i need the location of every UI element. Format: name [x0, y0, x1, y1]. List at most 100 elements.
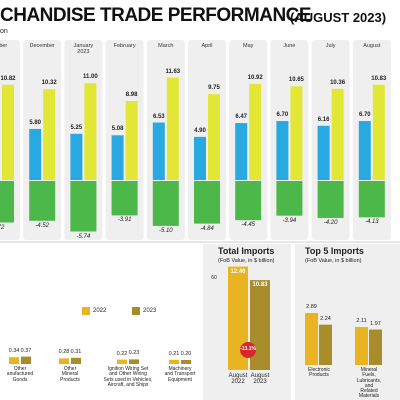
bar [319, 324, 332, 365]
data-label: 11.00 [83, 74, 98, 81]
bar [358, 121, 371, 180]
x-tick-label: June [283, 43, 296, 49]
bar [111, 181, 138, 216]
legend-label: 2022 [93, 308, 107, 314]
data-label: -4.45 [241, 222, 256, 229]
bar [331, 88, 344, 180]
bar [125, 100, 138, 180]
data-label: 0.31 [70, 348, 82, 355]
bar [317, 125, 330, 180]
bar [129, 359, 139, 364]
data-label: 2.11 [356, 318, 367, 325]
data-label: -3.91 [117, 217, 132, 224]
data-label: 10.83 [371, 75, 387, 82]
data-label: 0.37 [20, 347, 32, 354]
data-label: 10.65 [288, 77, 304, 84]
bar [166, 77, 179, 180]
data-label: 10.82 [0, 75, 16, 82]
data-label: 10.83 [252, 282, 268, 289]
data-label: 0.20 [180, 351, 192, 357]
x-tick-label: December [29, 43, 55, 49]
data-label: 1.97 [370, 320, 381, 327]
data-label: 6.53 [152, 113, 165, 120]
data-label: -4.13 [364, 219, 379, 226]
data-label: 0.28 [58, 349, 70, 356]
data-label: 12.46 [230, 268, 246, 275]
chart-subtitle: (FoB Value, in $ billion) [305, 258, 362, 264]
data-label: 0.22 [116, 350, 128, 357]
bar [9, 357, 19, 364]
bar [369, 329, 382, 365]
data-label: 10.32 [41, 80, 57, 87]
data-label: 6.70 [276, 112, 289, 119]
bar [372, 84, 385, 180]
x-tick-label: August 2023 [250, 373, 270, 386]
bar [250, 280, 270, 370]
data-label: 8.98 [125, 91, 138, 98]
data-label: -5.10 [158, 227, 173, 234]
badge [240, 342, 256, 358]
data-label: -4.20 [323, 219, 338, 226]
data-label: 9.75 [208, 85, 220, 92]
bar [70, 181, 97, 232]
data-label: 5.25 [70, 124, 83, 131]
data-label: 6.47 [235, 114, 248, 121]
bar [43, 89, 56, 180]
bar [152, 122, 165, 180]
data-label: 11.63 [165, 68, 181, 75]
legend-label: 2023 [143, 308, 157, 314]
data-label: 0.21 [168, 350, 180, 357]
x-tick-label: Other anufactured Goods [6, 366, 34, 383]
bar [276, 181, 303, 216]
x-tick-label: March [158, 43, 174, 49]
bar [111, 135, 124, 180]
bar [194, 136, 206, 180]
data-label: 10.36 [330, 79, 346, 86]
legend-swatch [82, 307, 90, 315]
bar [305, 312, 318, 365]
bar [249, 83, 262, 180]
x-tick-label: mber [0, 43, 8, 49]
x-tick-label: Mineral Fuels, Lubricants, and Related M… [356, 367, 382, 400]
bar [2, 84, 14, 180]
axis-note: 60 [211, 275, 217, 281]
x-tick-label: February [113, 43, 136, 49]
data-label: -3.94 [282, 217, 297, 224]
x-tick-label: April [201, 43, 213, 49]
bar [355, 327, 368, 365]
bar [208, 94, 220, 180]
x-tick-label: July [325, 43, 336, 49]
data-label: 0.34 [8, 348, 20, 355]
data-label: 2.89 [306, 303, 317, 310]
data-label: -5.74 [76, 233, 91, 240]
data-label: 10.92 [247, 74, 263, 81]
x-tick-label: Machinery and Transport Equipment [164, 366, 196, 383]
bar [29, 181, 56, 221]
bar [317, 181, 344, 218]
bar [181, 360, 191, 364]
bar [152, 181, 179, 226]
data-label: 4.90 [194, 127, 206, 134]
bar [29, 128, 42, 180]
x-tick-label: August 2022 [228, 373, 248, 386]
x-tick-label: Electronic Products [308, 367, 330, 379]
data-label: 0.23 [128, 350, 140, 357]
data-label: 5.80 [29, 119, 42, 126]
chart-subtitle: (FoB Value, in $ billion) [218, 258, 275, 264]
bar [276, 121, 289, 180]
bar [194, 181, 220, 224]
bar [21, 356, 31, 364]
data-label: 6.16 [317, 116, 330, 123]
bar [290, 86, 303, 180]
chart-note: on [0, 28, 8, 35]
data-label: 2.24 [320, 315, 331, 322]
chart-title: Total Imports [218, 246, 275, 256]
data-label: -4.52 [35, 222, 50, 229]
bar [169, 359, 179, 364]
bar [358, 181, 385, 218]
x-tick-label: May [242, 43, 254, 49]
data-label: 72 [0, 224, 5, 231]
x-tick-label: August [363, 43, 381, 49]
data-label: 5.08 [111, 126, 124, 133]
